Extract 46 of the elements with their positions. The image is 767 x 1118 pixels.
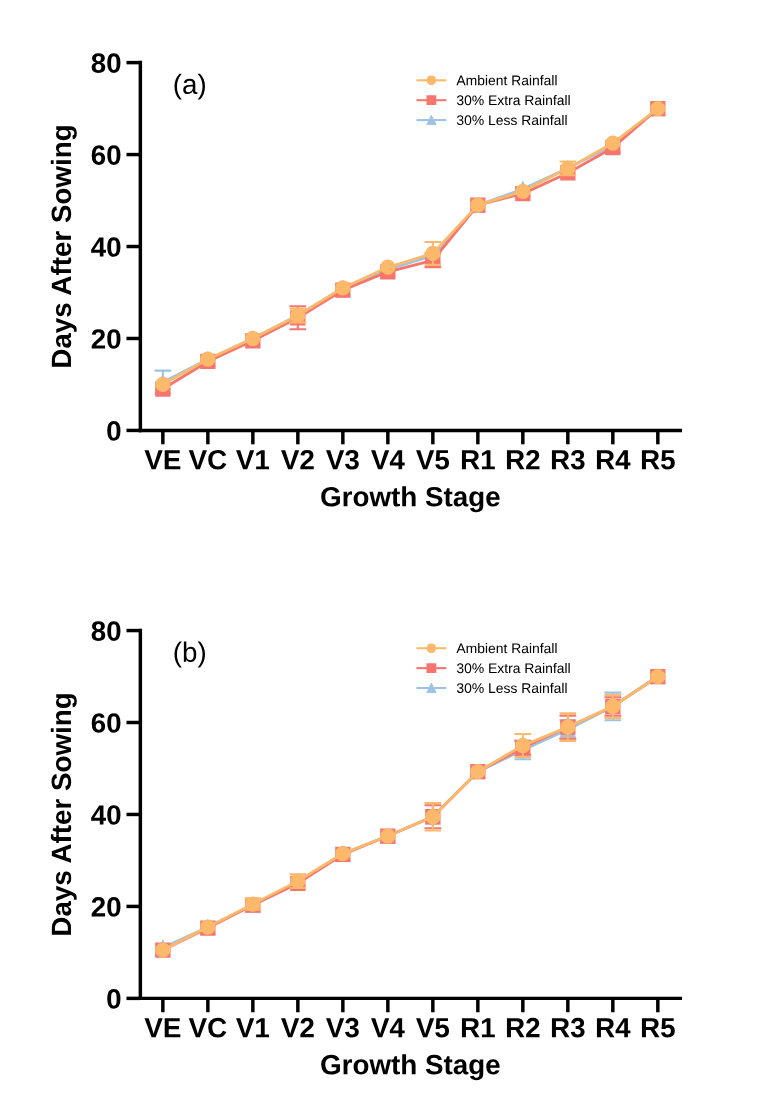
y-tick-label: 0 xyxy=(107,989,121,1009)
y-tick-label: 20 xyxy=(91,329,121,349)
x-tick-label: VE xyxy=(144,1018,181,1038)
y-tick-label: 20 xyxy=(91,897,121,917)
x-tick-label: R4 xyxy=(596,1018,631,1038)
annotation: (b) xyxy=(174,641,205,668)
x-tick-label: R1 xyxy=(461,1018,495,1038)
x-tick-label: V3 xyxy=(326,449,359,470)
legend-label: 30% Extra Rainfall xyxy=(456,662,570,674)
x-tick-label: R3 xyxy=(551,449,585,470)
y-tick-label: 0 xyxy=(107,421,121,441)
legend-label: Ambient Rainfall xyxy=(456,75,557,86)
y-tick-label: 80 xyxy=(91,621,121,641)
legend-label: 30% Less Rainfall xyxy=(456,682,567,694)
x-tick-label: V2 xyxy=(281,449,314,470)
x-tick-label: V3 xyxy=(326,1017,359,1038)
x-tick-label: R5 xyxy=(641,1018,675,1038)
x-tick-label: V1 xyxy=(236,1018,270,1038)
x-tick-label: V5 xyxy=(416,1018,450,1038)
x-tick-label: V4 xyxy=(371,1018,405,1038)
x-tick-label: V2 xyxy=(281,1017,314,1038)
y-tick-label: 80 xyxy=(91,53,121,73)
x-tick-label: VC xyxy=(188,449,227,470)
x-axis-title: Growth Stage xyxy=(321,1054,500,1081)
x-tick-label: V1 xyxy=(236,450,270,470)
x-tick-label: V4 xyxy=(371,450,405,470)
y-tick-label: 60 xyxy=(91,713,121,733)
y-axis-title: Days After Sowing xyxy=(50,126,77,367)
x-axis-title: Growth Stage xyxy=(321,486,500,513)
x-tick-label: R2 xyxy=(506,1017,540,1038)
legend-label: 30% Less Rainfall xyxy=(456,114,567,126)
x-tick-label: R4 xyxy=(596,450,631,470)
y-tick-label: 60 xyxy=(91,145,121,165)
x-tick-label: VC xyxy=(188,1017,227,1038)
legend-label: Ambient Rainfall xyxy=(456,643,557,654)
x-tick-label: V5 xyxy=(416,450,450,470)
y-axis-title: Days After Sowing xyxy=(50,694,77,935)
x-tick-label: VE xyxy=(144,450,181,470)
y-tick-label: 40 xyxy=(91,805,121,825)
x-tick-label: R2 xyxy=(506,449,540,470)
x-tick-label: R3 xyxy=(551,1017,585,1038)
x-tick-label: R1 xyxy=(461,450,495,470)
legend-label: 30% Extra Rainfall xyxy=(456,95,570,106)
annotation: (a) xyxy=(174,73,205,100)
y-tick-label: 40 xyxy=(91,237,121,257)
x-tick-label: R5 xyxy=(641,450,675,470)
